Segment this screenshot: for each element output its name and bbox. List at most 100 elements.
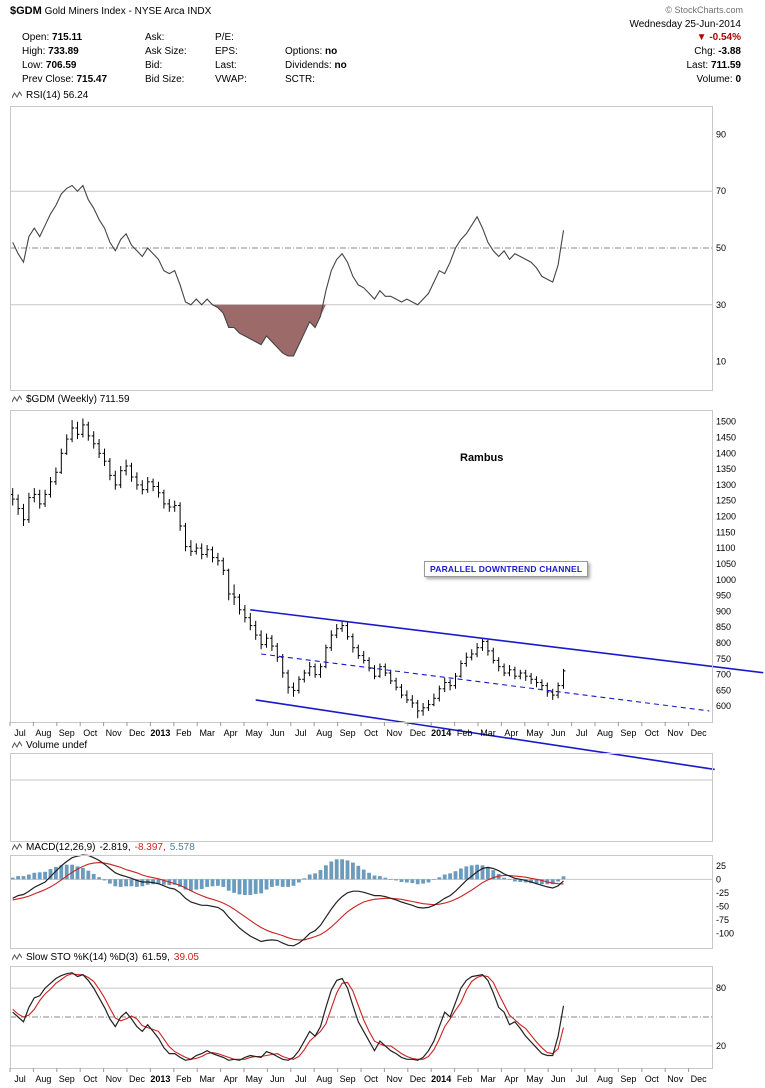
svg-text:Aug: Aug bbox=[597, 728, 613, 738]
svg-text:1300: 1300 bbox=[716, 480, 736, 490]
quote-row: Bid Size: bbox=[145, 74, 185, 85]
svg-text:Dec: Dec bbox=[691, 728, 708, 738]
quote-row: P/E: bbox=[215, 32, 234, 43]
svg-text:90: 90 bbox=[716, 129, 726, 139]
svg-text:Nov: Nov bbox=[106, 1074, 123, 1084]
svg-text:Sep: Sep bbox=[59, 728, 75, 738]
svg-text:950: 950 bbox=[716, 591, 731, 601]
svg-text:Aug: Aug bbox=[316, 1074, 332, 1084]
svg-text:2013: 2013 bbox=[150, 1074, 170, 1084]
copyright: © StockCharts.com bbox=[665, 5, 743, 15]
macd-signal-line bbox=[12, 862, 564, 941]
svg-text:1400: 1400 bbox=[716, 448, 736, 458]
quote-row: SCTR: bbox=[285, 74, 315, 85]
svg-text:1450: 1450 bbox=[716, 433, 736, 443]
quote-col-flags: Options: no Dividends: no SCTR: bbox=[285, 45, 347, 87]
sto-label-text: Slow STO %K(14) %D(3) bbox=[26, 952, 139, 963]
svg-text:20: 20 bbox=[716, 1041, 726, 1051]
quote-row: High: 733.89 bbox=[22, 46, 79, 57]
svg-text:10: 10 bbox=[716, 357, 726, 367]
svg-text:Sep: Sep bbox=[340, 728, 356, 738]
svg-text:Feb: Feb bbox=[457, 1074, 473, 1084]
svg-text:850: 850 bbox=[716, 622, 731, 632]
svg-text:May: May bbox=[526, 728, 544, 738]
svg-text:1050: 1050 bbox=[716, 559, 736, 569]
svg-text:2014: 2014 bbox=[431, 728, 451, 738]
svg-text:Jun: Jun bbox=[551, 1074, 566, 1084]
quote-row: Chg: -3.88 bbox=[694, 46, 741, 57]
svg-text:Mar: Mar bbox=[480, 1074, 496, 1084]
svg-text:800: 800 bbox=[716, 638, 731, 648]
svg-text:750: 750 bbox=[716, 654, 731, 664]
quote-col-ohlc: Open: 715.11 High: 733.89 Low: 706.59 Pr… bbox=[22, 31, 107, 87]
svg-text:1350: 1350 bbox=[716, 464, 736, 474]
chart-date: Wednesday 25-Jun-2014 bbox=[629, 19, 741, 30]
svg-text:Nov: Nov bbox=[106, 728, 123, 738]
svg-text:Aug: Aug bbox=[316, 728, 332, 738]
macd-panel-label: MACD(12,26,9) -2.819, -8.397, 5.578 bbox=[12, 842, 195, 853]
change-pct-value: -0.54% bbox=[709, 32, 741, 43]
options-value: no bbox=[325, 46, 338, 57]
svg-text:Sep: Sep bbox=[620, 1074, 636, 1084]
sto-d-line bbox=[12, 973, 565, 1060]
macd-line bbox=[12, 854, 564, 947]
svg-text:Dec: Dec bbox=[129, 1074, 146, 1084]
svg-text:Oct: Oct bbox=[364, 728, 379, 738]
chg-value: -3.88 bbox=[718, 46, 741, 57]
indicator-icon bbox=[12, 395, 22, 403]
change-row: ▼ -0.54% bbox=[686, 31, 741, 45]
down-arrow-icon: ▼ bbox=[696, 32, 707, 43]
svg-text:Mar: Mar bbox=[480, 728, 496, 738]
svg-text:Apr: Apr bbox=[224, 1074, 238, 1084]
high-value: 733.89 bbox=[48, 46, 79, 57]
macd-line-value: -2.819, bbox=[99, 842, 131, 853]
svg-text:1100: 1100 bbox=[716, 543, 735, 553]
quote-row: Dividends: no bbox=[285, 60, 347, 71]
svg-text:Aug: Aug bbox=[35, 1074, 51, 1084]
quote-col-fundamentals: P/E: EPS: Last: VWAP: bbox=[215, 31, 247, 87]
quote-row: Last: bbox=[215, 60, 237, 71]
macd-hist-value: 5.578 bbox=[169, 842, 195, 853]
volume-panel-label: Volume undef bbox=[12, 740, 87, 751]
svg-text:650: 650 bbox=[716, 685, 731, 695]
open-value: 715.11 bbox=[52, 32, 83, 43]
svg-text:Apr: Apr bbox=[504, 1074, 518, 1084]
svg-text:Nov: Nov bbox=[667, 728, 684, 738]
svg-text:May: May bbox=[245, 728, 263, 738]
sto-d-value: 39.05 bbox=[173, 952, 199, 963]
indicator-icon bbox=[12, 741, 22, 749]
svg-text:Jul: Jul bbox=[295, 1074, 307, 1084]
svg-text:70: 70 bbox=[716, 186, 726, 196]
svg-text:-50: -50 bbox=[716, 901, 729, 911]
price-y-axis: 1500 1450 1400 1350 1300 1250 1200 1150 1100 1050… bbox=[716, 417, 736, 712]
volume-value: 0 bbox=[735, 74, 741, 85]
svg-text:Jun: Jun bbox=[270, 1074, 285, 1084]
sto-k-line bbox=[12, 972, 565, 1061]
svg-text:-100: -100 bbox=[716, 928, 734, 938]
svg-text:Dec: Dec bbox=[691, 1074, 708, 1084]
low-value: 706.59 bbox=[45, 60, 77, 71]
indicator-icon bbox=[12, 91, 22, 99]
svg-text:80: 80 bbox=[716, 983, 726, 993]
svg-text:Dec: Dec bbox=[410, 728, 427, 738]
sto-k-value: 61.59, bbox=[142, 952, 170, 963]
svg-text:Oct: Oct bbox=[83, 728, 98, 738]
quote-row: Low: 706.59 bbox=[22, 60, 77, 71]
volume-label-text: Volume undef bbox=[26, 740, 88, 751]
svg-text:Jul: Jul bbox=[576, 728, 588, 738]
svg-text:Feb: Feb bbox=[457, 728, 473, 738]
macd-signal-value: -8.397, bbox=[134, 842, 166, 853]
quote-row: Prev Close: 715.47 bbox=[22, 74, 108, 85]
svg-text:Sep: Sep bbox=[620, 728, 636, 738]
quote-row: Volume: 0 bbox=[696, 74, 741, 85]
svg-text:Jul: Jul bbox=[14, 1074, 26, 1084]
ticker-symbol: $GDM bbox=[10, 5, 42, 17]
svg-text:Nov: Nov bbox=[386, 1074, 403, 1084]
price-panel-label: $GDM (Weekly) 711.59 bbox=[12, 394, 130, 405]
svg-text:Feb: Feb bbox=[176, 728, 192, 738]
instrument-name: Gold Miners Index - NYSE Arca INDX bbox=[44, 6, 212, 17]
svg-text:Oct: Oct bbox=[83, 1074, 98, 1084]
svg-text:Jun: Jun bbox=[270, 728, 285, 738]
prev-close-value: 715.47 bbox=[76, 74, 108, 85]
